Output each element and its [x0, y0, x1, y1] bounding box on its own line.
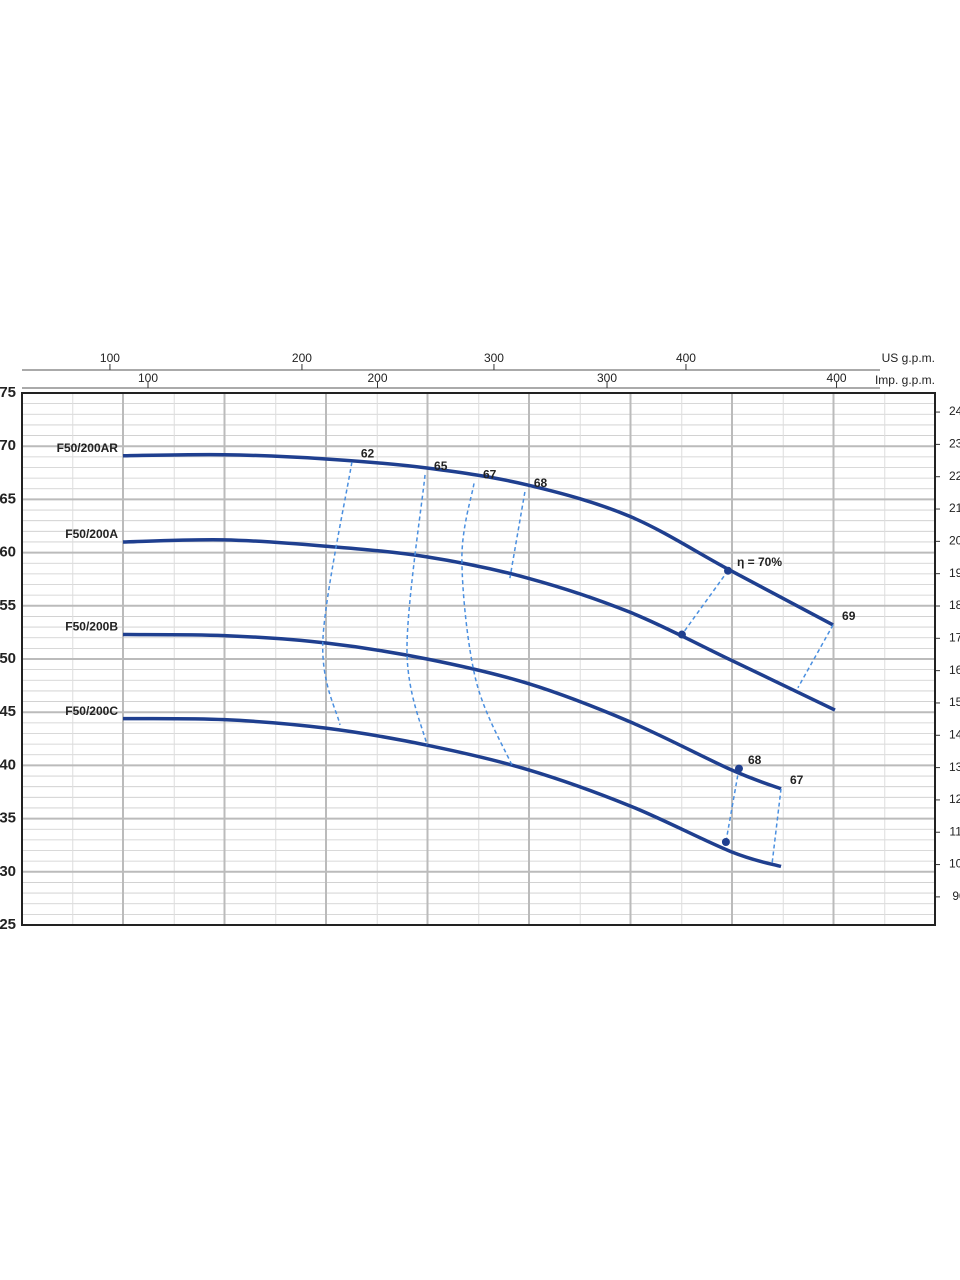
plot-frame: [21, 392, 936, 926]
y-tick-label: 30: [0, 863, 16, 880]
efficiency-curve: [461, 483, 513, 766]
y2-tick-label: 140: [949, 727, 960, 741]
efficiency-label: η = 70%: [737, 555, 782, 569]
y-tick-label: 35: [0, 810, 16, 827]
x2-tick-label: 100: [138, 371, 158, 385]
y2-tick-label: 100: [949, 857, 960, 871]
x-tick-label: 400: [676, 351, 696, 365]
x-tick-label: 200: [292, 351, 312, 365]
efficiency-label: 69: [842, 609, 856, 623]
pump-curve: [122, 452, 834, 627]
x2-tick-label: 400: [827, 371, 847, 385]
efficiency-label: 62: [361, 446, 375, 460]
x2-tick-label: 200: [367, 371, 387, 385]
efficiency-curve: [509, 491, 526, 579]
y2-tick-label: 190: [949, 566, 960, 580]
y2-tick-label: 120: [949, 792, 960, 806]
efficiency-curve: [322, 462, 353, 726]
x-tick-label: 100: [100, 351, 120, 365]
y-tick-label: 70: [0, 437, 16, 454]
curve-label: F50/200C: [65, 704, 118, 718]
x-tick-label: 300: [484, 351, 504, 365]
y2-tick-label: 210: [949, 501, 960, 515]
y2-tick-label: 180: [949, 598, 960, 612]
curve-label: F50/200B: [65, 620, 118, 634]
curve-label: F50/200AR: [57, 441, 119, 455]
y2-tick-label: 110: [949, 824, 960, 838]
efficiency-curve: [681, 570, 729, 635]
pump-curve: [122, 716, 782, 869]
efficiency-curve: [725, 768, 740, 843]
y-tick-label: 55: [0, 597, 16, 614]
efficiency-curve: [406, 474, 428, 746]
efficiency-point: [734, 764, 743, 773]
y-tick-label: 50: [0, 650, 16, 667]
x2-tick-label: 300: [597, 371, 617, 385]
x2-axis-label: Imp. g.p.m.: [875, 373, 935, 387]
y2-tick-label: 200: [949, 534, 960, 548]
curve-label: F50/200A: [65, 527, 118, 541]
y2-tick-label: 170: [949, 630, 960, 644]
efficiency-curve: [797, 624, 834, 689]
efficiency-label: 65: [434, 459, 448, 473]
y-tick-label: 45: [0, 703, 16, 720]
y-tick-label: 65: [0, 490, 16, 507]
y2-tick-label: 160: [949, 663, 960, 677]
y-tick-label: 75: [0, 384, 16, 401]
efficiency-label: 68: [748, 753, 762, 767]
y2-tick-label: 230: [949, 437, 960, 451]
efficiency-label: 67: [790, 773, 804, 787]
y2-tick-label: 130: [949, 760, 960, 774]
efficiency-point: [721, 838, 730, 847]
y-tick-label: 60: [0, 544, 16, 561]
y2-tick-label: 90: [952, 889, 960, 903]
y2-tick-label: 220: [949, 469, 960, 483]
y-tick-label: 25: [0, 916, 16, 933]
y2-tick-label: 240: [949, 404, 960, 418]
pump-curve: [122, 632, 782, 791]
x-axis-label: US g.p.m.: [882, 351, 935, 365]
y2-tick-label: 150: [949, 695, 960, 709]
efficiency-point: [724, 566, 733, 575]
efficiency-label: 68: [534, 476, 548, 490]
pump-curve: [122, 537, 836, 712]
y-tick-label: 40: [0, 756, 16, 773]
efficiency-curve: [771, 788, 782, 865]
efficiency-point: [677, 630, 686, 639]
efficiency-label: 67: [483, 468, 497, 482]
